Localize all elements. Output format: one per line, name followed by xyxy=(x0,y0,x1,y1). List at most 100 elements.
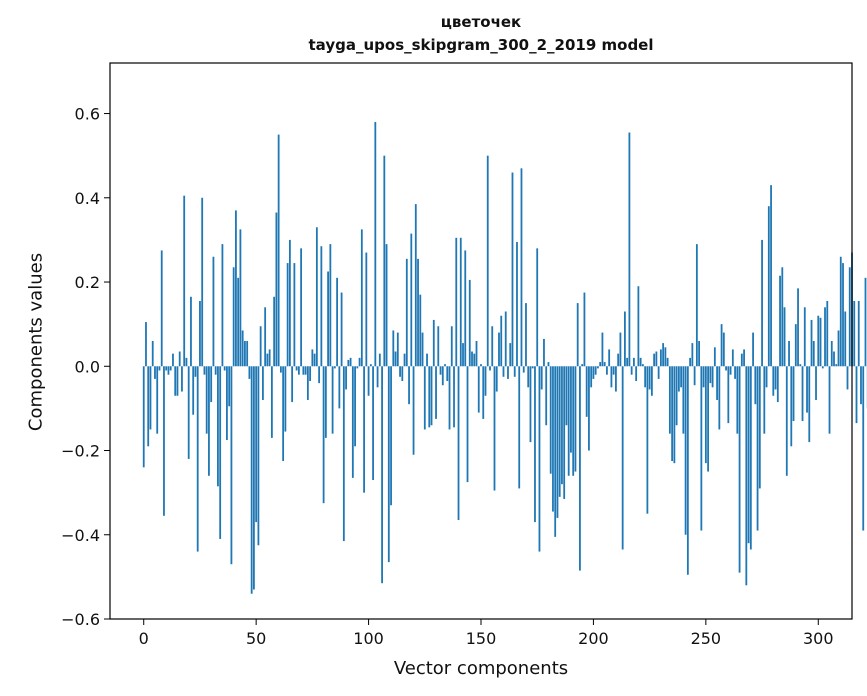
bar xyxy=(288,239,291,367)
bar xyxy=(664,347,667,367)
bar xyxy=(410,233,413,367)
bar xyxy=(817,315,820,367)
bar xyxy=(581,364,584,367)
bar xyxy=(464,250,467,367)
bar xyxy=(226,366,228,440)
x-tick-label: 0 xyxy=(139,629,149,648)
bar xyxy=(819,317,822,367)
bar xyxy=(163,366,165,516)
bar xyxy=(228,366,231,407)
bar xyxy=(196,366,199,552)
bar xyxy=(637,286,640,367)
bar xyxy=(239,229,242,367)
bar xyxy=(421,332,424,367)
bar xyxy=(480,364,482,367)
bar xyxy=(525,303,527,367)
bar xyxy=(574,366,577,472)
bar xyxy=(716,366,718,400)
bar xyxy=(788,341,790,367)
bar xyxy=(570,366,572,453)
bar xyxy=(545,366,548,426)
bar xyxy=(534,366,536,523)
bar xyxy=(205,366,208,434)
bar xyxy=(561,366,563,485)
bar xyxy=(846,366,849,390)
bar xyxy=(552,366,554,512)
bar xyxy=(354,366,356,447)
bar xyxy=(848,267,851,367)
bar xyxy=(599,362,602,367)
bar xyxy=(698,341,700,367)
bar xyxy=(444,364,446,367)
bar xyxy=(502,366,505,377)
bar xyxy=(475,341,478,367)
bar xyxy=(286,263,289,367)
bar xyxy=(606,366,608,375)
bar xyxy=(468,279,471,367)
bar xyxy=(322,366,325,504)
bar xyxy=(459,237,462,367)
bar xyxy=(500,315,503,367)
bar xyxy=(540,366,543,390)
bar xyxy=(208,366,210,476)
bar xyxy=(169,366,172,371)
bar xyxy=(304,366,307,375)
x-tick-label: 100 xyxy=(353,629,384,648)
bar xyxy=(300,248,303,367)
bar xyxy=(309,366,312,382)
bar xyxy=(268,349,271,367)
bar xyxy=(639,357,642,367)
bar xyxy=(745,366,748,586)
bar xyxy=(219,366,222,539)
bar xyxy=(565,366,568,426)
bar xyxy=(677,366,680,392)
bar xyxy=(736,366,739,434)
x-tick-label: 250 xyxy=(691,629,722,648)
bar xyxy=(457,366,460,521)
bar xyxy=(860,366,862,405)
bar xyxy=(709,366,712,384)
plot-frame xyxy=(109,62,853,620)
bar xyxy=(558,366,561,497)
bar xyxy=(522,366,525,373)
bar xyxy=(644,366,647,388)
bar xyxy=(376,366,379,388)
bar xyxy=(486,155,489,367)
bar xyxy=(349,357,352,367)
bar xyxy=(615,366,617,392)
bar xyxy=(408,366,410,405)
bar xyxy=(673,366,676,464)
bar xyxy=(396,332,399,367)
bar xyxy=(383,155,386,367)
bar xyxy=(538,366,541,552)
bar xyxy=(684,366,687,535)
bar xyxy=(340,292,343,367)
bar xyxy=(803,307,806,367)
bar xyxy=(414,204,417,367)
bar xyxy=(509,343,512,367)
bar xyxy=(830,341,833,367)
x-tick-label: 150 xyxy=(466,629,497,648)
bar xyxy=(313,353,316,367)
bar xyxy=(250,366,253,594)
bar xyxy=(815,366,817,400)
bar xyxy=(585,366,588,417)
bar xyxy=(142,366,145,468)
bar xyxy=(729,366,732,375)
bar xyxy=(833,351,835,367)
bar xyxy=(749,366,752,550)
bar xyxy=(624,311,626,367)
bar xyxy=(572,366,575,476)
bar xyxy=(810,319,813,367)
bar xyxy=(387,366,390,563)
bar xyxy=(549,366,552,474)
bar xyxy=(430,366,433,426)
y-tick-label: 0.4 xyxy=(75,189,100,208)
bar xyxy=(617,353,620,367)
bar xyxy=(441,366,444,386)
bar xyxy=(774,366,777,390)
bar xyxy=(302,366,305,375)
bar xyxy=(257,366,260,546)
bar xyxy=(601,332,604,367)
